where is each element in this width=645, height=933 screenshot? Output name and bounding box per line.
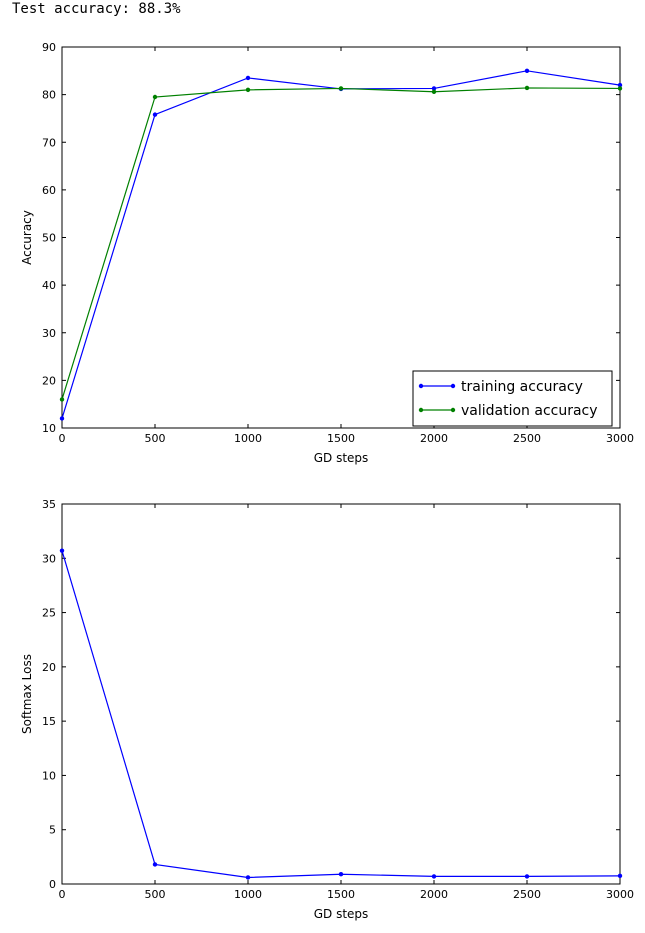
data-point <box>152 112 158 117</box>
data-point <box>245 75 251 81</box>
y-tick-label: 35 <box>42 498 56 511</box>
x-tick-label: 2500 <box>513 888 541 901</box>
test-accuracy-output: Test accuracy: 88.3% <box>12 1 181 17</box>
y-tick-label: 80 <box>42 89 56 102</box>
data-point <box>245 87 251 93</box>
series-line-validation-accuracy <box>61 87 621 400</box>
x-tick-label: 0 <box>59 888 66 901</box>
legend-label: validation accuracy <box>461 403 598 419</box>
x-tick-label: 1500 <box>327 888 355 901</box>
data-point <box>338 86 344 91</box>
y-tick-label: 90 <box>42 41 56 54</box>
data-point <box>152 862 158 867</box>
y-tick-label: 30 <box>42 327 56 340</box>
legend-marker <box>418 383 424 389</box>
data-point <box>524 874 530 879</box>
x-tick-label: 1500 <box>327 432 355 445</box>
legend-box <box>412 370 613 427</box>
data-point <box>431 89 437 94</box>
y-tick-label: 20 <box>42 661 56 674</box>
data-point <box>59 397 65 402</box>
x-tick-label: 2000 <box>420 888 448 901</box>
chart-2: 0 500 1000 1500 2000 2500 3000 0 5 10 15 20 25 30 35 GD… <box>20 498 634 921</box>
data-point <box>431 86 437 91</box>
y-tick-label: 10 <box>42 769 56 782</box>
data-point <box>617 873 623 879</box>
data-point <box>245 875 251 880</box>
data-point <box>152 94 158 100</box>
x-tick-label: 1000 <box>234 888 262 901</box>
legend-marker <box>450 383 456 389</box>
y-tick-label: 25 <box>42 607 56 620</box>
legend-marker <box>450 407 456 413</box>
y-tick-label: 10 <box>42 422 56 435</box>
data-point <box>59 416 65 421</box>
y-tick-label: 30 <box>42 552 56 565</box>
y-tick-label: 0 <box>49 878 56 891</box>
x-tick-label: 2000 <box>420 432 448 445</box>
y-tick-label: 15 <box>42 715 56 728</box>
data-point <box>59 548 65 553</box>
legend-label: training accuracy <box>461 379 583 395</box>
y-axis-title: Accuracy <box>20 210 34 265</box>
series-line-loss <box>61 550 621 879</box>
y-tick-label: 40 <box>42 279 56 292</box>
x-tick-label: 3000 <box>606 888 634 901</box>
data-point <box>617 86 623 91</box>
x-axis-title: GD steps <box>314 451 369 465</box>
legend: training accuracy validation accuracy <box>412 370 613 427</box>
x-tick-label: 2500 <box>513 432 541 445</box>
data-point <box>617 82 623 88</box>
legend-marker <box>418 407 424 413</box>
series-line-training-accuracy <box>61 70 621 419</box>
x-axis-title: GD steps <box>314 907 369 921</box>
y-tick-label: 70 <box>42 136 56 149</box>
y-tick-label: 50 <box>42 232 56 245</box>
x-tick-label: 0 <box>59 432 66 445</box>
plot-frame <box>61 503 621 885</box>
data-point <box>431 874 437 879</box>
data-point <box>338 872 344 877</box>
data-point <box>524 85 530 91</box>
data-point <box>524 68 530 74</box>
x-tick-label: 500 <box>145 888 166 901</box>
chart-1: 0 500 1000 1500 2000 2500 3000 10 20 30 40 50 60 70 80… <box>20 41 634 465</box>
x-tick-label: 500 <box>145 432 166 445</box>
y-tick-label: 20 <box>42 374 56 387</box>
x-tick-label: 1000 <box>234 432 262 445</box>
y-tick-label: 60 <box>42 184 56 197</box>
y-axis-title: Softmax Loss <box>20 654 34 734</box>
x-tick-label: 3000 <box>606 432 634 445</box>
y-tick-label: 5 <box>49 824 56 837</box>
